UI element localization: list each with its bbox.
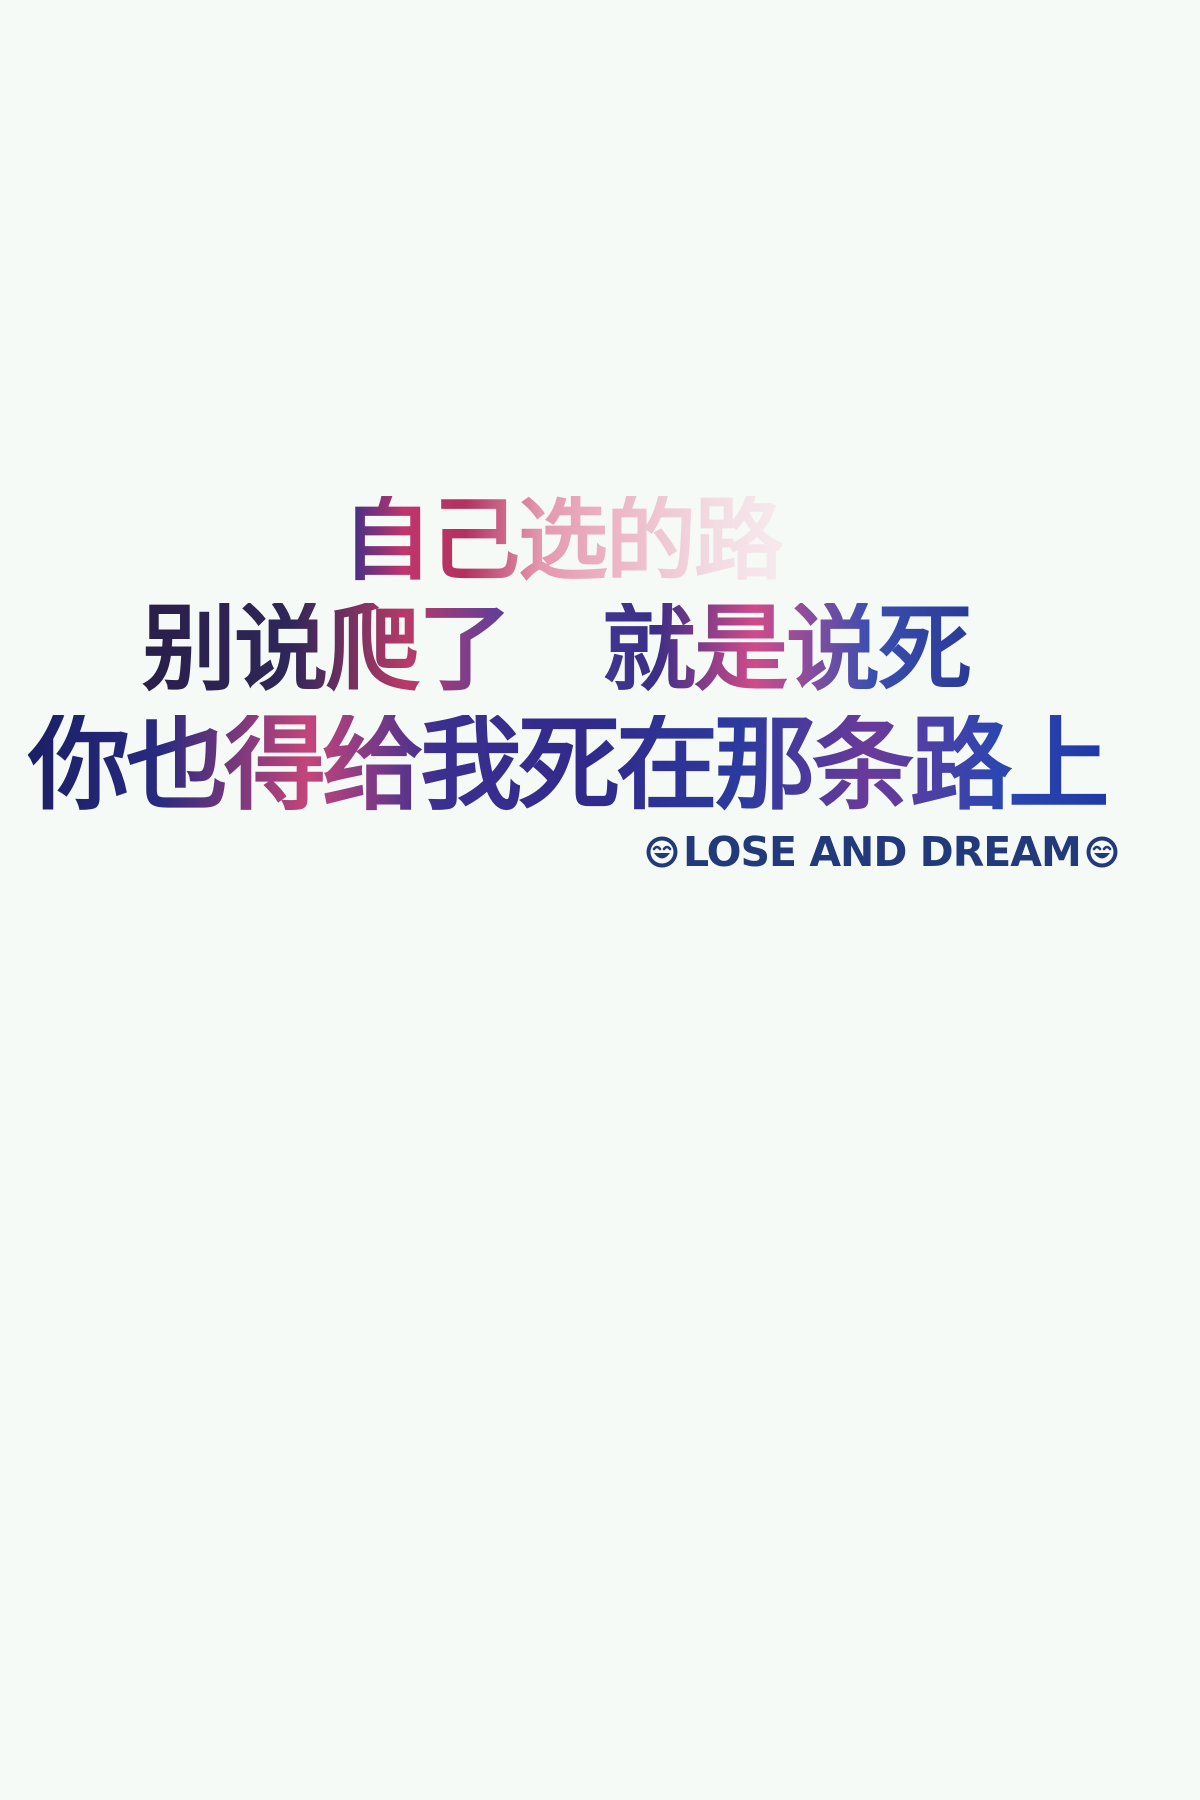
smiley-face-icon: [1086, 836, 1118, 868]
quote-line-1: 自己选的路: [342, 488, 784, 593]
tagline: LOSE AND DREAM: [645, 829, 1119, 875]
quote-line-2: 别说爬了 就是说死: [142, 595, 972, 704]
quote-line-3: 你也得给我死在那条路上: [28, 706, 1110, 825]
tagline-text: LOSE AND DREAM: [683, 827, 1082, 876]
smiley-face-icon: [646, 836, 678, 868]
